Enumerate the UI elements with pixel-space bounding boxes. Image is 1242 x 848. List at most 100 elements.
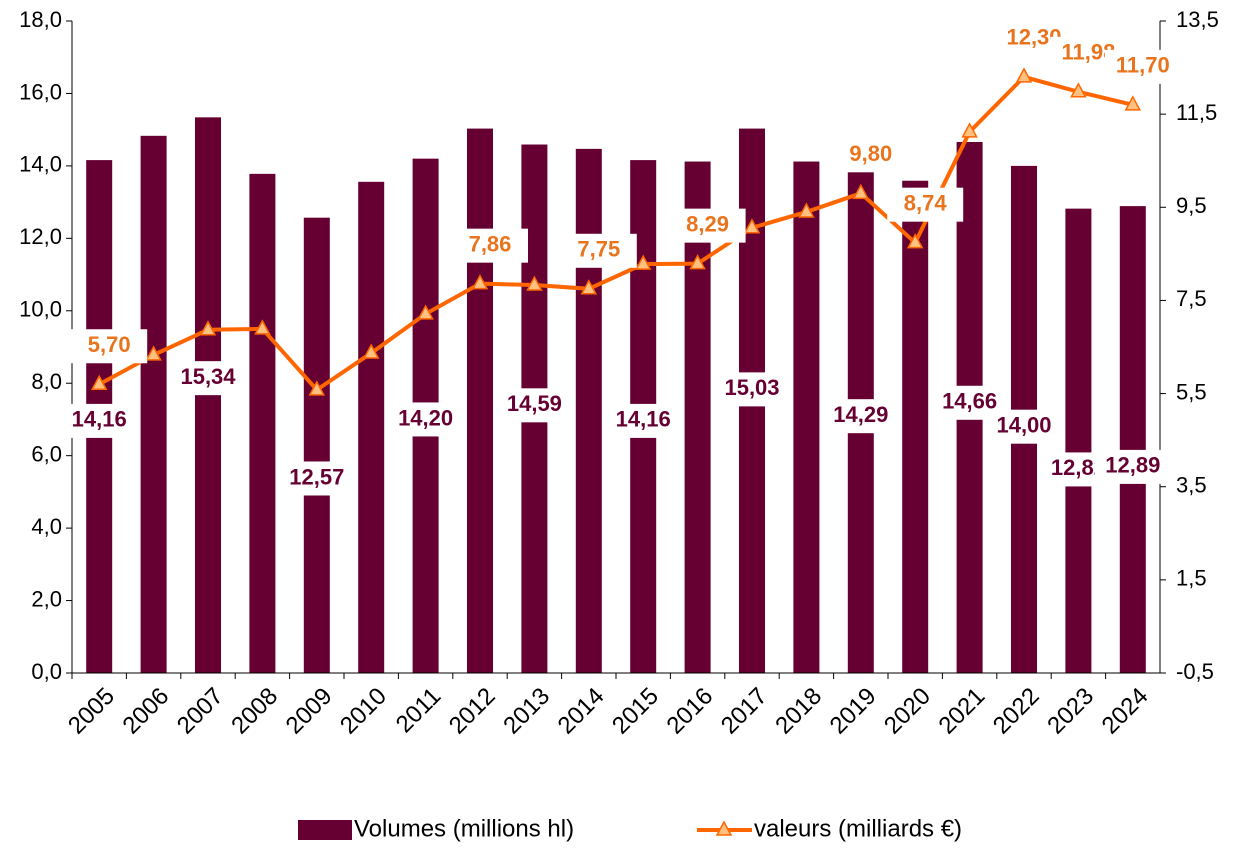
bar — [358, 181, 385, 673]
legend-label: valeurs (milliards €) — [754, 815, 962, 842]
x-tick-label: 2019 — [825, 683, 882, 740]
label-box — [452, 228, 528, 263]
line-marker — [526, 275, 543, 291]
label-box — [986, 409, 1062, 444]
label-box — [496, 388, 573, 423]
y2-tick-label: 3,5 — [1176, 473, 1207, 498]
y2-tick-label: -0,5 — [1176, 659, 1214, 684]
line-marker — [417, 304, 434, 320]
x-tick-label: 2007 — [172, 683, 229, 740]
bar — [249, 173, 276, 673]
legend-swatch — [298, 820, 352, 840]
bar-value-label: 14,20 — [398, 405, 453, 430]
line-marker — [254, 319, 271, 335]
label-box — [887, 187, 964, 222]
line-marker — [471, 274, 489, 290]
bar-value-label: 14,00 — [996, 413, 1051, 438]
legend-label: Volumes (millions hl) — [354, 815, 574, 842]
x-tick-label: 2018 — [770, 683, 827, 740]
line-marker — [1124, 95, 1142, 111]
x-tick-label: 2016 — [661, 683, 718, 740]
x-tick-label: 2015 — [607, 683, 664, 740]
bar-value-label: 14,66 — [942, 389, 997, 414]
y-tick-label: 2,0 — [31, 586, 62, 611]
x-tick-label: 2020 — [879, 683, 936, 740]
bar-value-label: 14,16 — [616, 407, 671, 432]
line-marker — [1070, 82, 1087, 98]
label-box — [669, 208, 746, 243]
x-tick-label: 2006 — [117, 683, 174, 740]
x-tick-label: 2011 — [391, 683, 447, 739]
y-tick-label: 12,0 — [19, 224, 62, 249]
x-tick-label: 2023 — [1042, 683, 1099, 740]
y-tick-label: 0,0 — [31, 659, 62, 684]
bar-value-label: 12,57 — [289, 464, 344, 489]
label-box — [560, 233, 637, 268]
bar — [902, 180, 929, 674]
label-box — [1094, 449, 1171, 484]
bar — [467, 128, 493, 673]
bar — [1119, 206, 1146, 673]
y-tick-label: 10,0 — [19, 297, 62, 322]
label-box — [605, 403, 682, 438]
y2-tick-label: 5,5 — [1176, 379, 1207, 404]
bar — [1065, 208, 1092, 673]
y2-tick-label: 11,5 — [1176, 100, 1217, 125]
x-tick-label: 2021 — [933, 683, 990, 740]
line-value-label: 7,86 — [469, 231, 512, 256]
bar — [793, 161, 820, 673]
label-box — [61, 403, 138, 438]
label-box — [278, 461, 355, 496]
line-value-label: 9,80 — [849, 141, 892, 166]
bar — [303, 217, 330, 674]
legend-marker — [715, 820, 733, 836]
line-marker — [961, 122, 978, 138]
bar — [575, 148, 602, 673]
x-tick-label: 2012 — [444, 683, 501, 740]
line-value-label: 5,70 — [88, 332, 131, 357]
line-value-label: 8,29 — [686, 211, 729, 236]
y-tick-label: 8,0 — [31, 369, 62, 394]
x-tick-label: 2024 — [1097, 683, 1154, 740]
x-tick-label: 2013 — [498, 683, 555, 740]
bar-value-label: 14,16 — [72, 407, 127, 432]
line-marker — [634, 254, 652, 270]
bar — [195, 117, 221, 673]
line-marker — [798, 202, 815, 218]
line-marker — [145, 345, 162, 361]
bar — [684, 161, 711, 673]
line-marker — [199, 320, 217, 336]
x-tick-label: 2010 — [335, 683, 392, 740]
label-box — [1104, 49, 1181, 84]
label-box — [832, 138, 909, 173]
x-tick-label: 2017 — [716, 683, 773, 740]
bar-value-label: 12,89 — [1105, 453, 1160, 478]
line-marker — [308, 380, 326, 396]
line-marker — [1015, 67, 1033, 83]
y2-tick-label: 9,5 — [1176, 193, 1207, 218]
y2-tick-label: 1,5 — [1176, 566, 1207, 591]
line-marker — [743, 218, 761, 234]
line-value-label: 7,75 — [577, 237, 620, 262]
y2-tick-label: 13,5 — [1176, 7, 1219, 32]
label-box — [822, 399, 899, 434]
y-tick-label: 14,0 — [19, 152, 62, 177]
line-marker — [580, 279, 598, 295]
line-marker — [906, 233, 924, 249]
bar — [140, 135, 167, 673]
line-value-label: 8,74 — [904, 190, 948, 215]
x-tick-label: 2014 — [553, 683, 610, 740]
line-value-label: 11,70 — [1116, 53, 1170, 78]
line — [98, 74, 1134, 393]
x-tick-label: 2009 — [281, 683, 338, 740]
line-marker — [689, 254, 706, 270]
line-marker — [362, 343, 380, 359]
label-box — [714, 372, 790, 407]
y-tick-label: 4,0 — [31, 514, 62, 539]
bar-value-label: 15,34 — [180, 364, 236, 389]
bar-value-label: 14,29 — [833, 402, 888, 427]
label-box — [170, 361, 246, 396]
label-box — [71, 329, 148, 364]
x-tick-label: 2008 — [226, 683, 283, 740]
label-box — [387, 402, 464, 437]
